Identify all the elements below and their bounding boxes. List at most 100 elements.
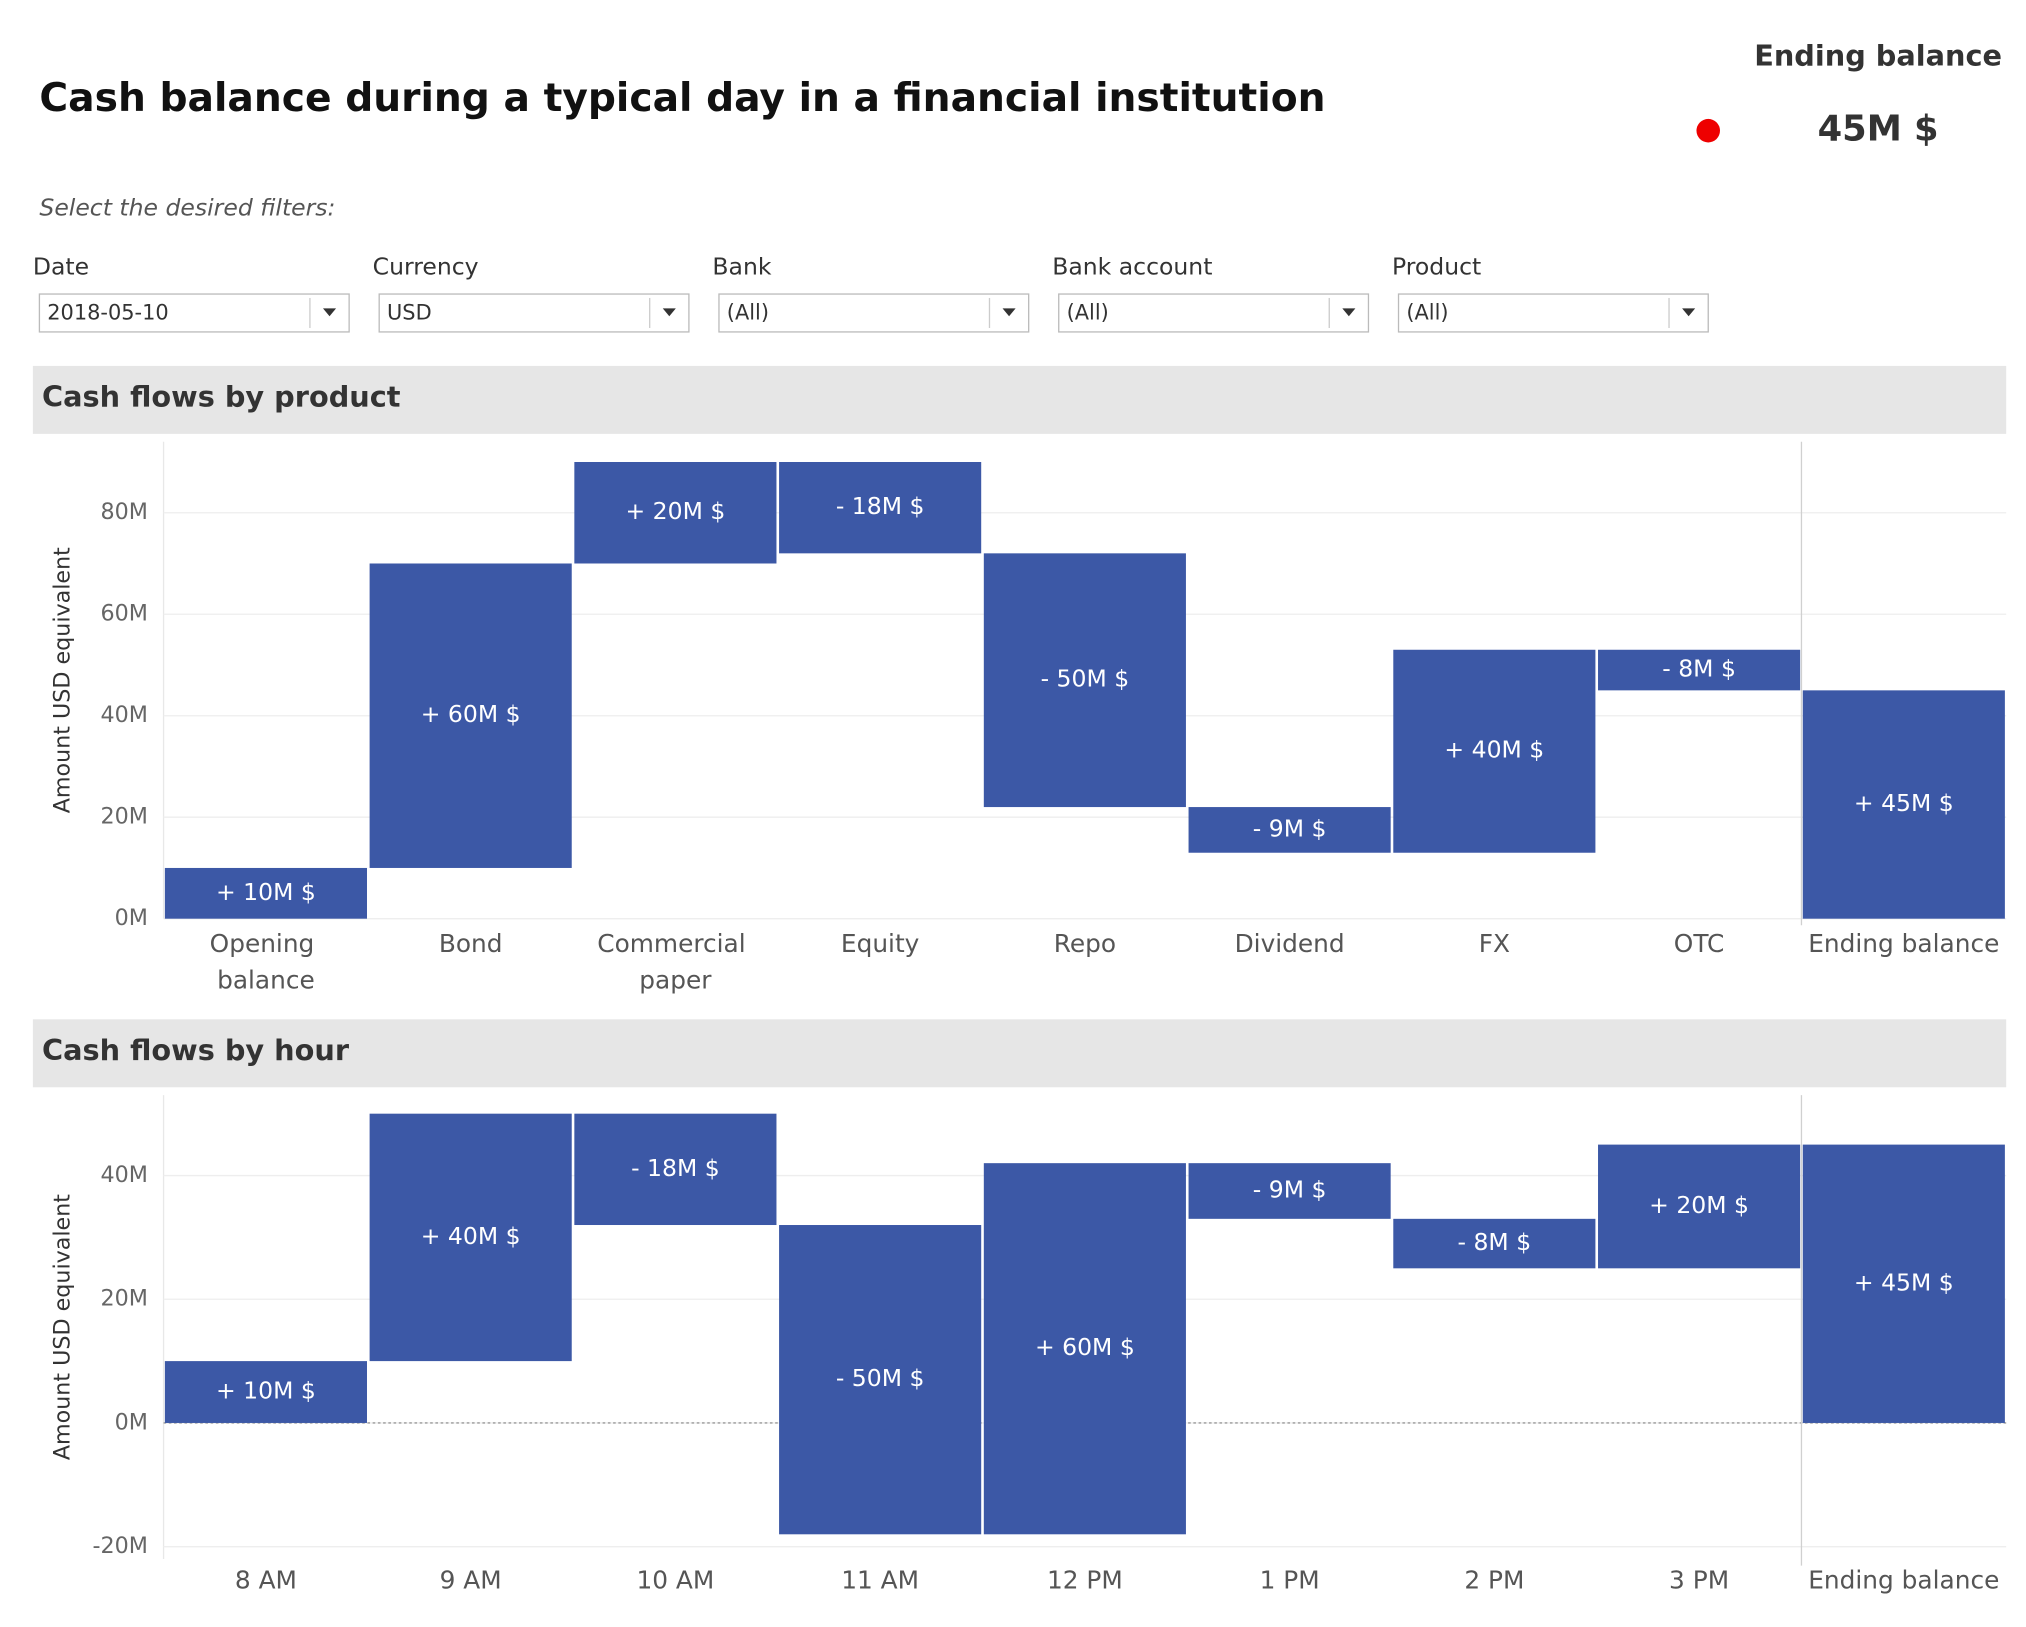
data-label: + 10M $ bbox=[216, 1377, 316, 1405]
dropdown-value[interactable]: (All) bbox=[1406, 301, 1448, 325]
y-tick-label: 0M bbox=[115, 1409, 148, 1435]
bar bbox=[574, 462, 777, 564]
x-tick-label: Repo bbox=[1054, 929, 1116, 958]
bar bbox=[1188, 807, 1391, 853]
data-label: - 8M $ bbox=[1458, 1228, 1532, 1256]
x-tick-label: Ending balance bbox=[1808, 929, 1999, 958]
data-label: - 18M $ bbox=[836, 492, 925, 520]
bar bbox=[164, 1361, 367, 1423]
x-tick-label: Ending balance bbox=[1808, 1565, 1999, 1594]
filter-dropdown[interactable]: USD bbox=[378, 293, 690, 333]
x-tick-label: 8 AM bbox=[235, 1565, 297, 1594]
kpi-label: Ending balance bbox=[1754, 39, 2002, 73]
dropdown-box[interactable] bbox=[1058, 293, 1370, 333]
section-header bbox=[32, 365, 2007, 434]
section-header bbox=[32, 1019, 2007, 1088]
x-tick-label: 1 PM bbox=[1260, 1565, 1320, 1594]
filter-label: Product bbox=[1392, 252, 1481, 280]
bar bbox=[1188, 1163, 1391, 1219]
dropdown-box[interactable] bbox=[1397, 293, 1709, 333]
y-tick-label: 80M bbox=[100, 499, 147, 525]
data-label: - 50M $ bbox=[1041, 665, 1130, 693]
filter-dropdown[interactable]: (All) bbox=[718, 293, 1030, 333]
bar bbox=[369, 1113, 572, 1362]
filter-label: Bank account bbox=[1052, 252, 1212, 280]
bar bbox=[1802, 1144, 2005, 1423]
y-axis-label: Amount USD equivalent bbox=[49, 1194, 75, 1460]
x-tick-label: 9 AM bbox=[440, 1565, 502, 1594]
bar bbox=[1393, 1218, 1596, 1269]
bar bbox=[779, 1225, 982, 1535]
kpi-indicator bbox=[1696, 118, 1720, 143]
data-label: + 45M $ bbox=[1854, 789, 1954, 817]
chart-title: Cash flows by hour bbox=[42, 1033, 350, 1067]
dropdown-box[interactable] bbox=[38, 293, 350, 333]
y-tick-label: 60M bbox=[100, 601, 147, 627]
x-tick-label: 12 PM bbox=[1047, 1565, 1123, 1594]
dropdown-value[interactable]: 2018-05-10 bbox=[47, 301, 168, 325]
filter-prompt: Select the desired filters: bbox=[39, 194, 335, 222]
y-tick-label: 40M bbox=[100, 1162, 147, 1188]
data-label: + 60M $ bbox=[1035, 1333, 1135, 1361]
data-label: + 40M $ bbox=[1444, 736, 1544, 764]
data-label: + 40M $ bbox=[421, 1222, 521, 1250]
data-label: - 8M $ bbox=[1662, 655, 1736, 683]
bar bbox=[1598, 649, 1801, 691]
y-tick-label: 20M bbox=[100, 1286, 147, 1312]
data-label: + 60M $ bbox=[421, 700, 521, 728]
bar bbox=[1598, 1144, 1801, 1269]
bar bbox=[983, 553, 1186, 808]
x-tick-label: 2 PM bbox=[1464, 1565, 1524, 1594]
dropdown-value[interactable]: (All) bbox=[1067, 301, 1109, 325]
data-label: + 45M $ bbox=[1854, 1268, 1954, 1296]
x-tick-label: Opening balance bbox=[210, 929, 323, 995]
x-tick-label: Bond bbox=[439, 929, 503, 958]
y-axis-label: Amount USD equivalent bbox=[49, 547, 75, 813]
y-tick-label: -20M bbox=[92, 1533, 147, 1559]
bar bbox=[369, 563, 572, 868]
x-tick-label: Equity bbox=[841, 929, 919, 958]
filter-label: Currency bbox=[373, 252, 479, 280]
x-tick-label: 3 PM bbox=[1669, 1565, 1729, 1594]
bar bbox=[1802, 690, 2005, 919]
kpi-value: 45M $ bbox=[1818, 109, 1939, 150]
filter-label: Date bbox=[33, 252, 89, 280]
data-label: + 20M $ bbox=[1649, 1191, 1749, 1219]
data-label: - 9M $ bbox=[1253, 814, 1327, 842]
dropdown-arrow bbox=[1682, 308, 1696, 317]
filter-dropdown[interactable]: 2018-05-10 bbox=[38, 293, 350, 333]
data-label: + 20M $ bbox=[625, 497, 725, 525]
dropdown-arrow bbox=[662, 308, 676, 317]
x-tick-label: OTC bbox=[1674, 929, 1725, 958]
bar bbox=[164, 867, 367, 919]
data-label: - 50M $ bbox=[836, 1364, 925, 1392]
dropdown-arrow bbox=[1342, 308, 1356, 317]
x-tick-label: Commercial paper bbox=[597, 929, 753, 995]
filter-dropdown[interactable]: (All) bbox=[1058, 293, 1370, 333]
bar bbox=[574, 1113, 777, 1226]
bar bbox=[1393, 649, 1596, 853]
x-tick-label: FX bbox=[1479, 929, 1510, 958]
x-tick-label: Dividend bbox=[1235, 929, 1345, 958]
dropdown-box[interactable] bbox=[718, 293, 1030, 333]
y-tick-label: 0M bbox=[115, 905, 148, 931]
dropdown-box[interactable] bbox=[378, 293, 690, 333]
y-tick-label: 20M bbox=[100, 804, 147, 830]
data-label: - 9M $ bbox=[1253, 1175, 1327, 1203]
filter-label: Bank bbox=[712, 252, 771, 280]
x-tick-label: 10 AM bbox=[636, 1565, 714, 1594]
x-tick-label: 11 AM bbox=[841, 1565, 919, 1594]
bar bbox=[983, 1163, 1186, 1535]
data-label: - 18M $ bbox=[631, 1154, 720, 1182]
dropdown-arrow bbox=[1002, 308, 1016, 317]
dropdown-value[interactable]: (All) bbox=[727, 301, 769, 325]
data-label: + 10M $ bbox=[216, 878, 316, 906]
filter-dropdown[interactable]: (All) bbox=[1397, 293, 1709, 333]
chart-title: Cash flows by product bbox=[42, 380, 401, 414]
dashboard-title: Cash balance during a typical day in a f… bbox=[39, 76, 1325, 121]
y-tick-label: 40M bbox=[100, 702, 147, 728]
bar bbox=[779, 462, 982, 554]
dropdown-value[interactable]: USD bbox=[387, 301, 432, 325]
